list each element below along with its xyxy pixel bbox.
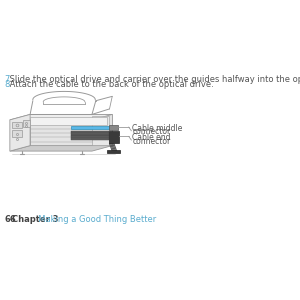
Polygon shape bbox=[10, 114, 30, 151]
Polygon shape bbox=[10, 146, 112, 151]
Polygon shape bbox=[30, 117, 107, 125]
Text: 66: 66 bbox=[4, 215, 16, 224]
Polygon shape bbox=[71, 133, 110, 135]
Text: connector: connector bbox=[133, 137, 171, 146]
Polygon shape bbox=[110, 125, 118, 130]
Polygon shape bbox=[30, 114, 112, 146]
Polygon shape bbox=[71, 136, 110, 138]
Text: Slide the optical drive and carrier over the guides halfway into the optical dri: Slide the optical drive and carrier over… bbox=[7, 75, 300, 84]
Polygon shape bbox=[71, 131, 110, 133]
Text: connector: connector bbox=[133, 128, 171, 136]
Polygon shape bbox=[71, 135, 110, 136]
Text: 8: 8 bbox=[4, 80, 10, 89]
Polygon shape bbox=[23, 120, 30, 127]
Polygon shape bbox=[12, 130, 22, 137]
Polygon shape bbox=[12, 122, 22, 128]
Text: Making a Good Thing Better: Making a Good Thing Better bbox=[33, 215, 156, 224]
Text: Chapter 3: Chapter 3 bbox=[12, 215, 58, 224]
Polygon shape bbox=[110, 131, 119, 143]
Text: Cable middle: Cable middle bbox=[133, 124, 183, 133]
Text: 7: 7 bbox=[4, 75, 10, 84]
Polygon shape bbox=[92, 116, 110, 145]
Polygon shape bbox=[71, 138, 110, 140]
Text: Cable end: Cable end bbox=[133, 134, 171, 142]
Text: Attach the cable to the back of the optical drive.: Attach the cable to the back of the opti… bbox=[7, 80, 214, 89]
Polygon shape bbox=[71, 127, 112, 129]
Polygon shape bbox=[10, 114, 112, 120]
Polygon shape bbox=[107, 150, 120, 153]
